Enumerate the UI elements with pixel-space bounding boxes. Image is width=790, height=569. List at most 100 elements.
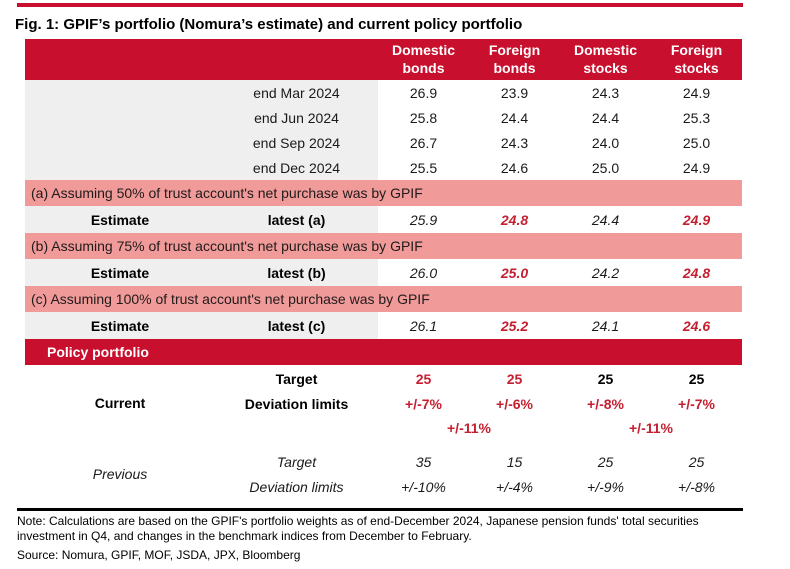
combined-deviation-row: +/-11% +/-11% <box>215 416 742 440</box>
estimate-value: 24.2 <box>591 264 620 281</box>
row-label: end Dec 2024 <box>215 155 378 180</box>
estimate-value: 24.8 <box>682 264 711 281</box>
table-row: end Jun 2024 25.8 24.4 24.4 25.3 <box>25 105 742 130</box>
estimate-label: Estimate <box>25 206 215 233</box>
policy-portfolio-band: Policy portfolio <box>25 339 742 365</box>
estimate-label: Estimate <box>25 259 215 286</box>
header-spacer <box>25 39 215 80</box>
history-value: 23.9 <box>500 84 529 101</box>
estimate-sublabel: latest (b) <box>215 259 378 286</box>
target-value: 25 <box>506 370 523 387</box>
table-row: end Sep 2024 26.7 24.3 24.0 25.0 <box>25 130 742 155</box>
estimate-value: 26.0 <box>409 264 438 281</box>
deviation-value: +/-4% <box>496 478 533 495</box>
scenario-band-a: (a) Assuming 50% of trust account's net … <box>25 180 742 206</box>
estimate-value: 24.1 <box>591 317 620 334</box>
scenario-band-c: (c) Assuming 100% of trust account's net… <box>25 286 742 312</box>
previous-deviation-row: Deviation limits +/-10% +/-4% +/-9% +/-8… <box>215 474 742 499</box>
history-value: 25.0 <box>591 159 620 176</box>
target-label: Target <box>275 370 318 387</box>
current-label: Current <box>94 394 146 411</box>
column-header-foreign-stocks: Foreign stocks <box>670 42 723 76</box>
column-header-domestic-stocks: Domestic stocks <box>573 42 638 76</box>
scenario-band-b: (b) Assuming 75% of trust account's net … <box>25 233 742 259</box>
deviation-value: +/-8% <box>678 478 715 495</box>
current-rows: Target 25 25 25 25 Deviation limits +/-7… <box>215 365 742 440</box>
estimate-value: 24.6 <box>682 317 711 334</box>
estimate-row-b: Estimate latest (b) 26.0 25.0 24.2 24.8 <box>25 259 742 286</box>
history-value: 24.4 <box>500 109 529 126</box>
target-value: 25 <box>597 453 614 470</box>
row-label: end Mar 2024 <box>215 80 378 105</box>
estimate-value: 26.1 <box>409 317 438 334</box>
target-label: Target <box>276 453 317 470</box>
figure-title: Fig. 1: GPIF’s portfolio (Nomura’s estim… <box>15 16 523 33</box>
table-row: end Dec 2024 25.5 24.6 25.0 24.9 <box>25 155 742 180</box>
history-value: 24.6 <box>500 159 529 176</box>
current-deviation-row: Deviation limits +/-7% +/-6% +/-8% +/-7% <box>215 392 742 416</box>
target-value: 25 <box>415 370 432 387</box>
note-text: Note: Calculations are based on the GPIF… <box>17 514 699 543</box>
history-value: 25.8 <box>409 109 438 126</box>
column-header-foreign-bonds: Foreign bonds <box>488 42 541 76</box>
history-value: 24.4 <box>591 109 620 126</box>
row-spacer <box>25 105 215 130</box>
history-value: 24.0 <box>591 134 620 151</box>
estimate-value: 24.9 <box>682 211 711 228</box>
estimate-label: Estimate <box>25 312 215 339</box>
estimate-value: 25.0 <box>500 264 529 281</box>
previous-block: Previous Target 35 15 25 25 Deviation li… <box>25 449 742 499</box>
combined-deviation-bonds: +/-11% <box>447 420 491 436</box>
table-row: end Mar 2024 26.9 23.9 24.3 24.9 <box>25 80 742 105</box>
target-value: 35 <box>415 453 432 470</box>
estimate-value: 24.8 <box>500 211 529 228</box>
spacer <box>25 440 742 449</box>
history-value: 26.9 <box>409 84 438 101</box>
row-spacer <box>25 155 215 180</box>
current-target-row: Target 25 25 25 25 <box>215 365 742 392</box>
history-value: 26.7 <box>409 134 438 151</box>
previous-rows: Target 35 15 25 25 Deviation limits +/-1… <box>215 449 742 499</box>
row-spacer <box>25 130 215 155</box>
portfolio-table: Domestic bonds Foreign bonds Domestic st… <box>25 39 742 499</box>
row-spacer <box>25 80 215 105</box>
history-value: 25.5 <box>409 159 438 176</box>
source-text: Source: Nomura, GPIF, MOF, JSDA, JPX, Bl… <box>17 548 301 562</box>
deviation-value: +/-9% <box>587 478 624 495</box>
deviation-label: Deviation limits <box>249 478 344 495</box>
bottom-black-rule <box>17 508 743 511</box>
target-value: 25 <box>688 453 705 470</box>
history-value: 24.3 <box>500 134 529 151</box>
deviation-value: +/-7% <box>678 396 715 412</box>
estimate-row-c: Estimate latest (c) 26.1 25.2 24.1 24.6 <box>25 312 742 339</box>
deviation-value: +/-8% <box>587 396 624 412</box>
top-red-rule <box>17 3 743 7</box>
history-value: 25.3 <box>682 109 711 126</box>
combined-deviation-stocks: +/-11% <box>629 420 673 436</box>
history-value: 25.0 <box>682 134 711 151</box>
target-value: 25 <box>597 370 614 387</box>
deviation-value: +/-7% <box>405 396 442 412</box>
estimate-value: 25.9 <box>409 211 438 228</box>
previous-label: Previous <box>92 466 148 482</box>
history-value: 24.9 <box>682 159 711 176</box>
row-label: end Jun 2024 <box>215 105 378 130</box>
deviation-value: +/-10% <box>401 478 446 495</box>
deviation-value: +/-6% <box>496 396 533 412</box>
target-value: 15 <box>506 453 523 470</box>
column-header-domestic-bonds: Domestic bonds <box>391 42 456 76</box>
target-value: 25 <box>688 370 705 387</box>
history-value: 24.3 <box>591 84 620 101</box>
estimate-value: 25.2 <box>500 317 529 334</box>
table-header-row: Domestic bonds Foreign bonds Domestic st… <box>25 39 742 80</box>
estimate-row-a: Estimate latest (a) 25.9 24.8 24.4 24.9 <box>25 206 742 233</box>
estimate-value: 24.4 <box>591 211 620 228</box>
current-block: Current Target 25 25 25 25 Deviation lim… <box>25 365 742 440</box>
history-value: 24.9 <box>682 84 711 101</box>
previous-target-row: Target 35 15 25 25 <box>215 449 742 474</box>
header-spacer <box>215 39 378 80</box>
combined-spacer <box>215 416 378 440</box>
row-label: end Sep 2024 <box>215 130 378 155</box>
deviation-label: Deviation limits <box>244 396 349 412</box>
